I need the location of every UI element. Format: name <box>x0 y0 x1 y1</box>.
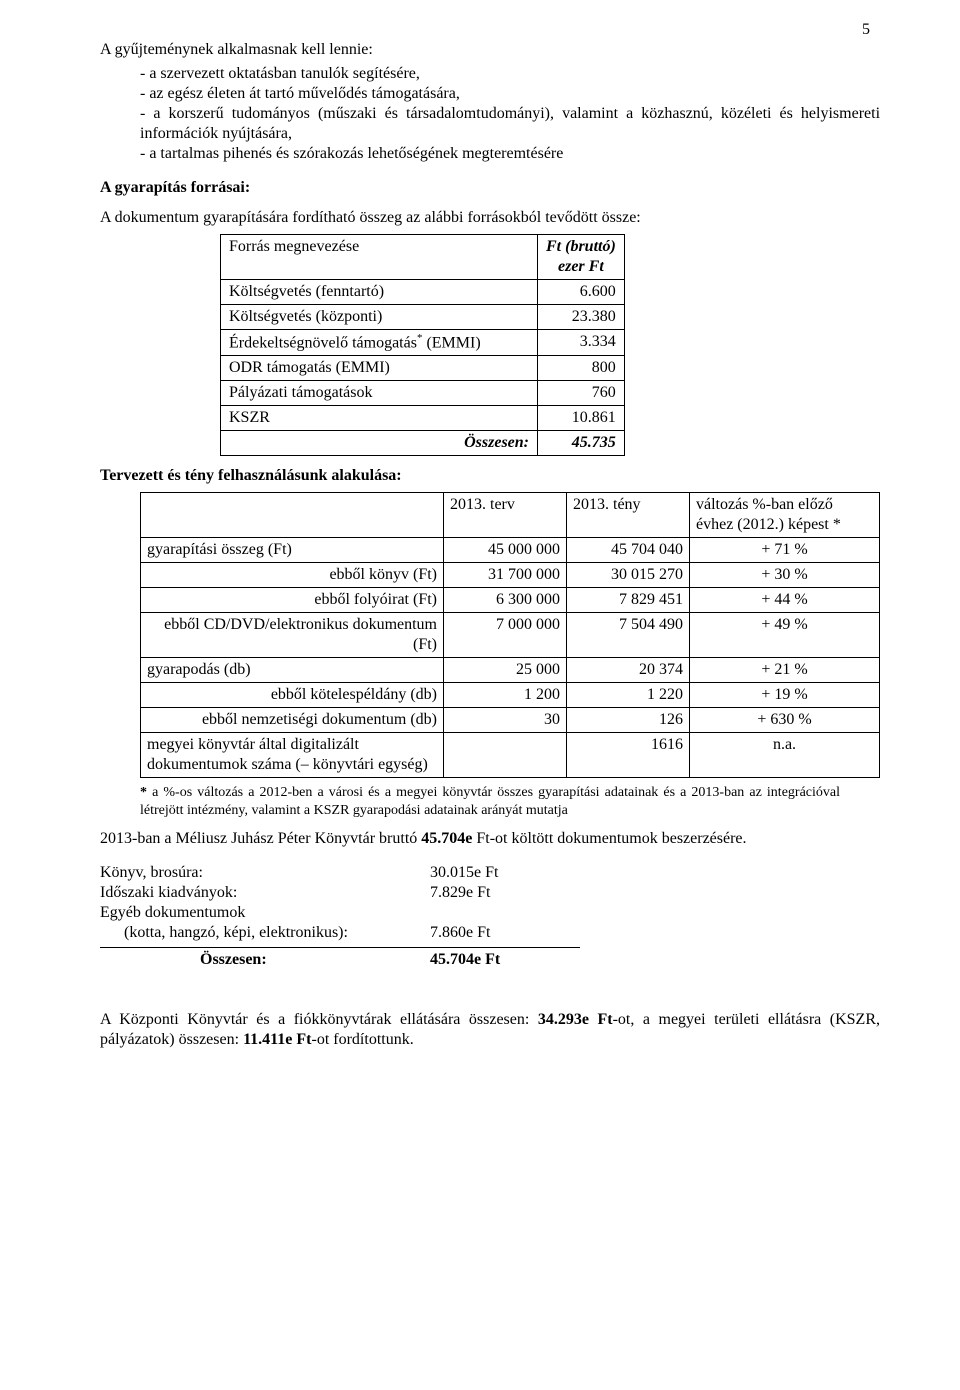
closing: A Központi Könyvtár és a fiókkönyvtárak … <box>100 1010 880 1050</box>
t2-h1: 2013. terv <box>444 493 567 538</box>
table-cell: 45 704 040 <box>567 538 690 563</box>
spend-row: Egyéb dokumentumok <box>100 903 880 923</box>
spend-row: (kotta, hangzó, képi, elektronikus):7.86… <box>100 923 880 943</box>
list-item: az egész életen át tartó művelődés támog… <box>140 84 880 104</box>
table-cell <box>444 733 567 778</box>
table-cell: + 49 % <box>690 613 880 658</box>
table-cell: 7 000 000 <box>444 613 567 658</box>
table-cell: + 630 % <box>690 708 880 733</box>
table-cell: + 21 % <box>690 658 880 683</box>
intro-list: a szervezett oktatásban tanulók segítésé… <box>100 64 880 164</box>
t2-h0 <box>141 493 444 538</box>
table-cell: ebből nemzetiségi dokumentum (db) <box>141 708 444 733</box>
list-item: a szervezett oktatásban tanulók segítésé… <box>140 64 880 84</box>
table-cell: 7 504 490 <box>567 613 690 658</box>
table-cell: ebből folyóirat (Ft) <box>141 588 444 613</box>
table-cell: Pályázati támogatások <box>221 381 538 406</box>
table-cell: 1616 <box>567 733 690 778</box>
table-cell: 6 300 000 <box>444 588 567 613</box>
table-cell: + 44 % <box>690 588 880 613</box>
spend-list: Könyv, brosúra:30.015e FtIdőszaki kiadvá… <box>100 863 880 943</box>
table-cell: 23.380 <box>538 305 625 330</box>
table-cell: + 30 % <box>690 563 880 588</box>
list-item: a korszerű tudományos (műszaki és társad… <box>140 104 880 144</box>
table-cell: Költségvetés (központi) <box>221 305 538 330</box>
spend-row: Könyv, brosúra:30.015e Ft <box>100 863 880 883</box>
table-cell: 20 374 <box>567 658 690 683</box>
t1-header-left: Forrás megnevezése <box>221 235 538 280</box>
spend-divider <box>100 947 580 948</box>
spending-2013: 2013-ban a Méliusz Juhász Péter Könyvtár… <box>100 829 880 849</box>
t1-total-value: 45.735 <box>538 431 625 456</box>
table-cell: 3.334 <box>538 330 625 356</box>
table-cell: 7 829 451 <box>567 588 690 613</box>
table-cell: + 19 % <box>690 683 880 708</box>
table-cell: Érdekeltségnövelő támogatás* (EMMI) <box>221 330 538 356</box>
table-cell: gyarapodás (db) <box>141 658 444 683</box>
usage-heading: Tervezett és tény felhasználásunk alakul… <box>100 466 880 486</box>
table-cell: KSZR <box>221 406 538 431</box>
spend-row: Időszaki kiadványok:7.829e Ft <box>100 883 880 903</box>
sources-heading: A gyarapítás forrásai: <box>100 178 880 198</box>
footnote: * a %-os változás a 2012-ben a városi és… <box>140 784 840 819</box>
table-cell: gyarapítási összeg (Ft) <box>141 538 444 563</box>
table-cell: Költségvetés (fenntartó) <box>221 280 538 305</box>
t2-h2: 2013. tény <box>567 493 690 538</box>
t1-header-right: Ft (bruttó) ezer Ft <box>538 235 625 280</box>
table-cell: 800 <box>538 356 625 381</box>
table-cell: 760 <box>538 381 625 406</box>
list-item: a tartalmas pihenés és szórakozás lehető… <box>140 144 880 164</box>
table-cell: ODR támogatás (EMMI) <box>221 356 538 381</box>
table-cell: 25 000 <box>444 658 567 683</box>
table-cell: ebből kötelespéldány (db) <box>141 683 444 708</box>
table-cell: 1 200 <box>444 683 567 708</box>
page-number: 5 <box>862 20 870 40</box>
sources-table: Forrás megnevezése Ft (bruttó) ezer Ft K… <box>220 234 625 456</box>
spend-total: Összesen: 45.704e Ft <box>100 950 880 970</box>
table-cell: megyei könyvtár által digitalizált dokum… <box>141 733 444 778</box>
table-cell: 126 <box>567 708 690 733</box>
usage-table: 2013. terv 2013. tény változás %-ban elő… <box>140 492 880 778</box>
t2-h3: változás %-ban előző évhez (2012.) képes… <box>690 493 880 538</box>
t1-total-label: Összesen: <box>221 431 538 456</box>
table-cell: + 71 % <box>690 538 880 563</box>
table-cell: n.a. <box>690 733 880 778</box>
table-cell: 45 000 000 <box>444 538 567 563</box>
table-cell: 10.861 <box>538 406 625 431</box>
table-cell: 31 700 000 <box>444 563 567 588</box>
table-cell: 30 <box>444 708 567 733</box>
intro-lead: A gyűjteménynek alkalmasnak kell lennie: <box>100 40 880 60</box>
table-cell: ebből könyv (Ft) <box>141 563 444 588</box>
table-cell: 6.600 <box>538 280 625 305</box>
table-cell: ebből CD/DVD/elektronikus dokumentum (Ft… <box>141 613 444 658</box>
sources-lead: A dokumentum gyarapítására fordítható ös… <box>100 208 880 228</box>
table-cell: 30 015 270 <box>567 563 690 588</box>
table-cell: 1 220 <box>567 683 690 708</box>
